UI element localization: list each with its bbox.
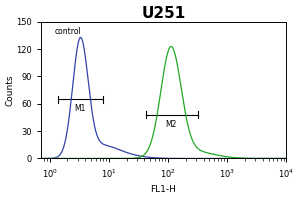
Text: M2: M2 [165, 120, 177, 129]
Y-axis label: Counts: Counts [6, 74, 15, 106]
Text: control: control [54, 27, 81, 36]
Title: U251: U251 [141, 6, 186, 21]
X-axis label: FL1-H: FL1-H [151, 185, 176, 194]
Text: M1: M1 [75, 104, 86, 113]
